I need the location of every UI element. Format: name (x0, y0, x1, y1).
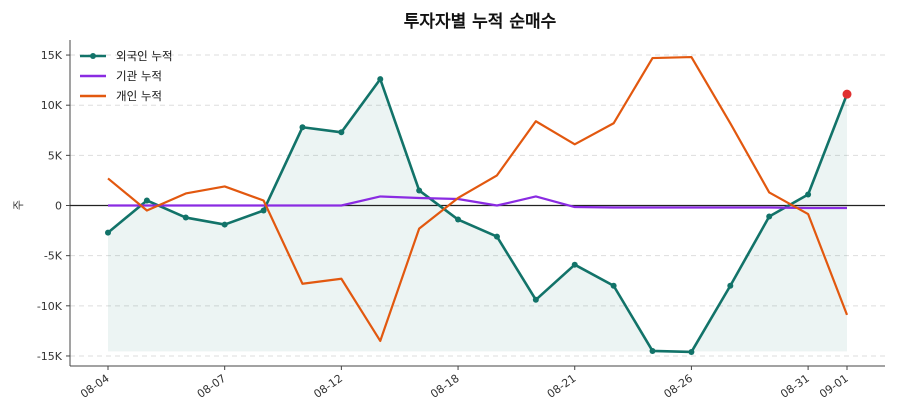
series-line-2 (107, 55, 849, 343)
x-tick-label: 08-31 (778, 372, 812, 401)
data-point (455, 216, 462, 223)
data-point (105, 229, 111, 236)
data-point (377, 76, 384, 83)
y-axis-label: 주 (12, 200, 25, 210)
x-tick-label: 08-21 (545, 372, 579, 401)
series-line-0 (107, 77, 849, 354)
series-area-fill (108, 79, 847, 352)
x-tick-label: 08-26 (661, 372, 695, 401)
data-point (688, 348, 695, 355)
x-tick-label: 08-04 (78, 372, 112, 401)
legend-marker (90, 53, 96, 59)
data-point (143, 197, 150, 204)
series-markers (105, 76, 852, 355)
y-tick-label: -10K (37, 300, 63, 313)
data-point (299, 124, 306, 131)
y-tick-label: 5K (48, 149, 63, 162)
y-tick-label: -5K (44, 250, 63, 263)
y-tick-label: 10K (41, 99, 63, 112)
data-point (260, 207, 267, 214)
series-line-1 (108, 195, 847, 210)
data-point (532, 296, 539, 303)
data-point (493, 233, 500, 240)
x-tick-label: 08-18 (428, 372, 462, 401)
last-point-highlight (842, 89, 852, 99)
legend-label: 개인 누적 (116, 89, 162, 103)
data-point (805, 191, 812, 198)
x-tick-label: 08-12 (311, 372, 345, 401)
area-fills (108, 79, 847, 352)
data-point (571, 261, 578, 268)
data-point (727, 282, 734, 289)
data-point (221, 221, 228, 228)
data-point (182, 214, 189, 221)
y-tick-label: 15K (41, 49, 63, 62)
data-point (416, 187, 423, 194)
y-tick-label: -15K (37, 350, 63, 363)
series-lines (107, 55, 849, 354)
legend-label: 기관 누적 (116, 69, 162, 83)
data-point (610, 282, 617, 289)
data-point (766, 213, 773, 220)
x-tick-label: 08-07 (195, 372, 229, 401)
chart-title: 투자자별 누적 순매수 (404, 12, 557, 32)
legend-label: 외국인 누적 (116, 49, 173, 63)
x-tick-label: 09-01 (817, 372, 851, 401)
data-point (338, 129, 345, 136)
data-point (649, 347, 656, 354)
y-tick-label: 0 (55, 200, 62, 213)
